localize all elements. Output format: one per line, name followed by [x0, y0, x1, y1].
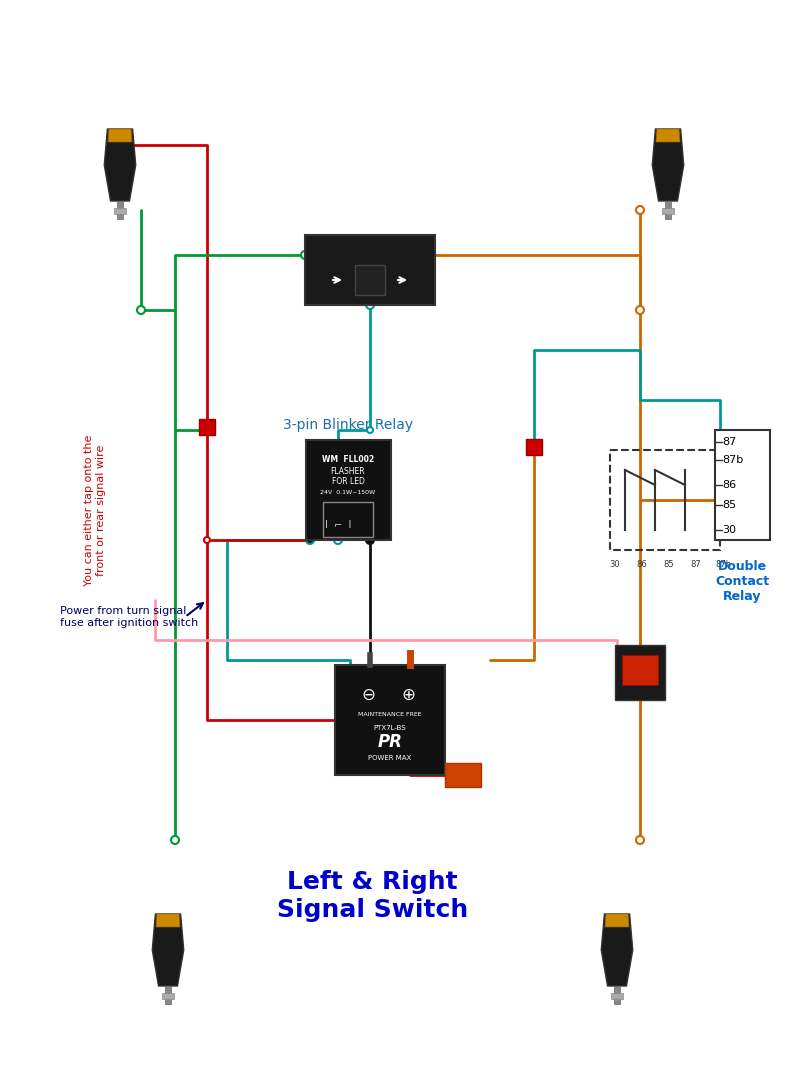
Bar: [614, 986, 620, 1004]
Polygon shape: [652, 129, 684, 201]
Circle shape: [204, 537, 210, 543]
Circle shape: [366, 536, 374, 544]
Text: WM  FLL002: WM FLL002: [322, 456, 374, 464]
Text: 85: 85: [663, 561, 674, 569]
Bar: [335, 665, 445, 775]
Bar: [622, 654, 658, 685]
Bar: [113, 208, 126, 214]
Circle shape: [334, 536, 342, 544]
Polygon shape: [445, 762, 481, 787]
Text: 30: 30: [722, 525, 736, 535]
Text: 24V  0.1W~150W: 24V 0.1W~150W: [321, 489, 376, 495]
Polygon shape: [152, 914, 184, 986]
Bar: [715, 430, 770, 540]
Text: PTX7L-BS: PTX7L-BS: [373, 725, 407, 731]
Text: 87: 87: [722, 437, 736, 447]
Bar: [161, 994, 174, 999]
Text: MAINTENANCE FREE: MAINTENANCE FREE: [358, 713, 422, 717]
Text: PR: PR: [377, 733, 403, 751]
Polygon shape: [156, 914, 180, 927]
Circle shape: [367, 427, 373, 433]
Text: 85: 85: [722, 500, 736, 510]
Text: 87b: 87b: [715, 561, 731, 569]
Text: 87: 87: [691, 561, 701, 569]
Text: You can either tap onto the
front or rear signal wire: You can either tap onto the front or rea…: [84, 434, 106, 585]
Circle shape: [301, 251, 309, 259]
Text: 3-pin Blinker Relay: 3-pin Blinker Relay: [283, 418, 413, 432]
Bar: [355, 265, 385, 295]
Text: 86: 86: [637, 561, 647, 569]
Polygon shape: [601, 914, 633, 986]
Circle shape: [171, 836, 179, 843]
Circle shape: [636, 306, 644, 314]
Polygon shape: [605, 914, 629, 927]
Bar: [610, 450, 720, 550]
Circle shape: [137, 306, 145, 314]
Circle shape: [636, 836, 644, 843]
Polygon shape: [104, 129, 136, 201]
Text: Power from turn signal
fuse after ignition switch: Power from turn signal fuse after igniti…: [60, 606, 198, 627]
Text: 30: 30: [610, 561, 620, 569]
Bar: [305, 440, 390, 540]
Bar: [199, 419, 215, 435]
Bar: [117, 201, 122, 219]
Circle shape: [366, 301, 374, 309]
Text: ⊖: ⊖: [361, 686, 375, 704]
Text: 86: 86: [722, 480, 736, 490]
Text: Double
Contact
Relay: Double Contact Relay: [715, 561, 769, 603]
Bar: [615, 645, 665, 700]
Text: I  ⌐  I: I ⌐ I: [325, 519, 352, 530]
Text: FLASHER: FLASHER: [330, 468, 365, 476]
Circle shape: [636, 206, 644, 214]
Text: ⊕: ⊕: [401, 686, 415, 704]
Circle shape: [306, 536, 314, 544]
Polygon shape: [108, 129, 132, 141]
Text: 87b: 87b: [722, 455, 744, 465]
Text: Left & Right
Signal Switch: Left & Right Signal Switch: [277, 870, 468, 922]
Bar: [323, 502, 373, 537]
Text: FOR LED: FOR LED: [331, 477, 364, 486]
Bar: [665, 201, 671, 219]
Text: POWER MAX: POWER MAX: [369, 755, 411, 761]
Bar: [165, 986, 171, 1004]
Bar: [526, 438, 542, 455]
Bar: [611, 994, 624, 999]
Polygon shape: [656, 129, 680, 141]
Bar: [662, 208, 675, 214]
Bar: [305, 235, 435, 305]
